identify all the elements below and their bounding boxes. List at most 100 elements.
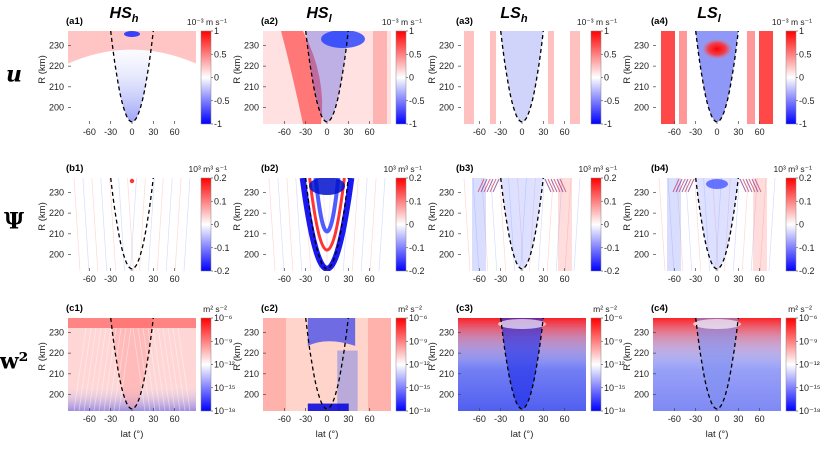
y-tick-label: 220 — [49, 348, 64, 358]
row-label-u: u — [6, 62, 22, 88]
panel-label: (c3) — [456, 303, 473, 314]
x-tick-label: -30 — [299, 414, 312, 424]
field-streak — [573, 178, 581, 271]
field-band — [661, 31, 675, 124]
field-band — [759, 31, 773, 124]
colorbar-unit: 10³ m³ s⁻¹ — [189, 164, 228, 174]
colorbar-tick-label: 10⁻¹⁸ — [409, 406, 431, 416]
colorbar-tick-label: 10⁻¹⁵ — [799, 383, 821, 393]
y-tick-label: 210 — [244, 229, 259, 239]
field-streak — [139, 178, 146, 271]
field-region — [702, 39, 732, 59]
panel-label: (c4) — [651, 303, 668, 314]
colorbar-tick-label: -1 — [604, 119, 612, 129]
y-tick-label: 230 — [244, 187, 259, 197]
field-streak — [684, 178, 692, 193]
field-streak — [739, 178, 747, 193]
colorbar-tick-label: -1 — [214, 119, 222, 129]
field-streak — [157, 327, 171, 411]
y-axis-label: R (km) — [37, 55, 48, 84]
y-tick-label: 230 — [244, 40, 259, 50]
panel-psi-LSl: -60 -30 0 30 60 230 220 210 200 R (km) (b4) 0.2 0.1 0… — [622, 163, 815, 284]
colorbar-unit: m² s⁻² — [398, 304, 422, 314]
column-title-sub: h — [521, 13, 528, 25]
field-streak — [286, 178, 294, 271]
colorbar — [395, 317, 407, 412]
field-arc — [308, 178, 346, 252]
colorbar-tick-label: 0 — [799, 220, 804, 230]
x-tick-label: -30 — [104, 414, 117, 424]
field-streak — [480, 178, 488, 193]
panel-label: (b2) — [261, 163, 278, 174]
colorbar-tick-label: 10⁻⁶ — [214, 313, 233, 323]
field-streak — [553, 178, 561, 193]
field-streak — [658, 178, 666, 271]
x-tick-label: 0 — [324, 127, 329, 137]
x-tick-label: 30 — [538, 414, 548, 424]
x-tick-label: 60 — [365, 127, 375, 137]
colorbar — [785, 30, 797, 125]
field-streak — [675, 178, 683, 193]
field-streak — [547, 178, 555, 193]
colorbar-unit: m² s⁻² — [203, 304, 227, 314]
y-tick-label: 200 — [244, 102, 259, 112]
y-tick-label: 230 — [439, 327, 454, 337]
panel-label: (b3) — [456, 163, 473, 174]
panel-label: (a2) — [261, 16, 278, 27]
x-tick-label: 30 — [148, 127, 158, 137]
field-streak — [724, 178, 731, 271]
field-band — [464, 31, 474, 124]
colorbar-tick-label: 10⁻¹⁵ — [409, 383, 431, 393]
colorbar-tick-label: -1 — [799, 119, 807, 129]
field-streak — [109, 178, 117, 271]
field-region — [321, 31, 365, 48]
column-title-LSh: LSh — [500, 5, 527, 25]
field-streak — [517, 178, 524, 271]
panel-field — [653, 318, 781, 411]
panel-u-LSl: -60 -30 0 30 60 230 220 210 200 R (km) (a4) 1 0.5 0 -0… — [622, 16, 815, 137]
colorbar-tick-label: 0.1 — [799, 196, 812, 206]
x-axis-label: lat (°) — [511, 429, 534, 440]
y-tick-label: 200 — [49, 249, 64, 259]
field-streak — [489, 178, 497, 193]
field-region — [281, 31, 323, 124]
field-streak — [378, 178, 386, 271]
panel-field — [263, 31, 391, 124]
field-streak — [127, 178, 134, 271]
colorbar — [200, 177, 212, 272]
field-streak — [472, 178, 480, 271]
x-tick-label: -60 — [668, 414, 681, 424]
x-tick-label: -60 — [473, 127, 486, 137]
column-title-sub: l — [329, 13, 333, 25]
panel-field — [458, 318, 586, 411]
panel-psi-LSh: -60 -30 0 30 60 230 220 210 200 R (km) (b3) 0.2 0.1 0… — [427, 163, 620, 284]
column-title-sub: l — [718, 13, 722, 25]
x-tick-label: 30 — [733, 414, 743, 424]
field-region — [706, 179, 728, 189]
field-streak — [754, 178, 762, 193]
x-tick-label: 60 — [365, 414, 375, 424]
boundary-curve — [500, 30, 544, 123]
panel-w2-LSl: -60 -30 0 30 60 230 220 210 200 R (km) lat (°) (c4)… — [622, 303, 821, 440]
field-streak — [78, 327, 92, 411]
colorbar-tick-label: 10⁻⁶ — [604, 313, 623, 323]
colorbar-unit: 10³ m³ s⁻¹ — [579, 164, 618, 174]
y-tick-label: 210 — [634, 369, 649, 379]
x-tick-label: 0 — [129, 274, 134, 284]
x-tick-label: 0 — [519, 127, 524, 137]
x-tick-label: -30 — [689, 274, 702, 284]
field-streak — [546, 178, 554, 271]
colorbar-tick-label: -0.5 — [214, 96, 230, 106]
field-region — [373, 31, 387, 124]
y-tick-label: 220 — [634, 208, 649, 218]
row-label-psi: Ψ — [4, 209, 24, 235]
panel-psi-HSh: -60 -30 0 30 60 230 220 210 200 R (km) (b1) 0.2 0.1 0… — [37, 163, 230, 284]
panel-field — [263, 178, 391, 271]
boundary-curve — [695, 317, 739, 410]
field-streak — [490, 178, 498, 271]
field-region — [307, 318, 356, 346]
field-band — [367, 318, 391, 411]
field-streak — [529, 178, 536, 271]
x-tick-label: 0 — [714, 127, 719, 137]
field-band — [263, 318, 287, 411]
